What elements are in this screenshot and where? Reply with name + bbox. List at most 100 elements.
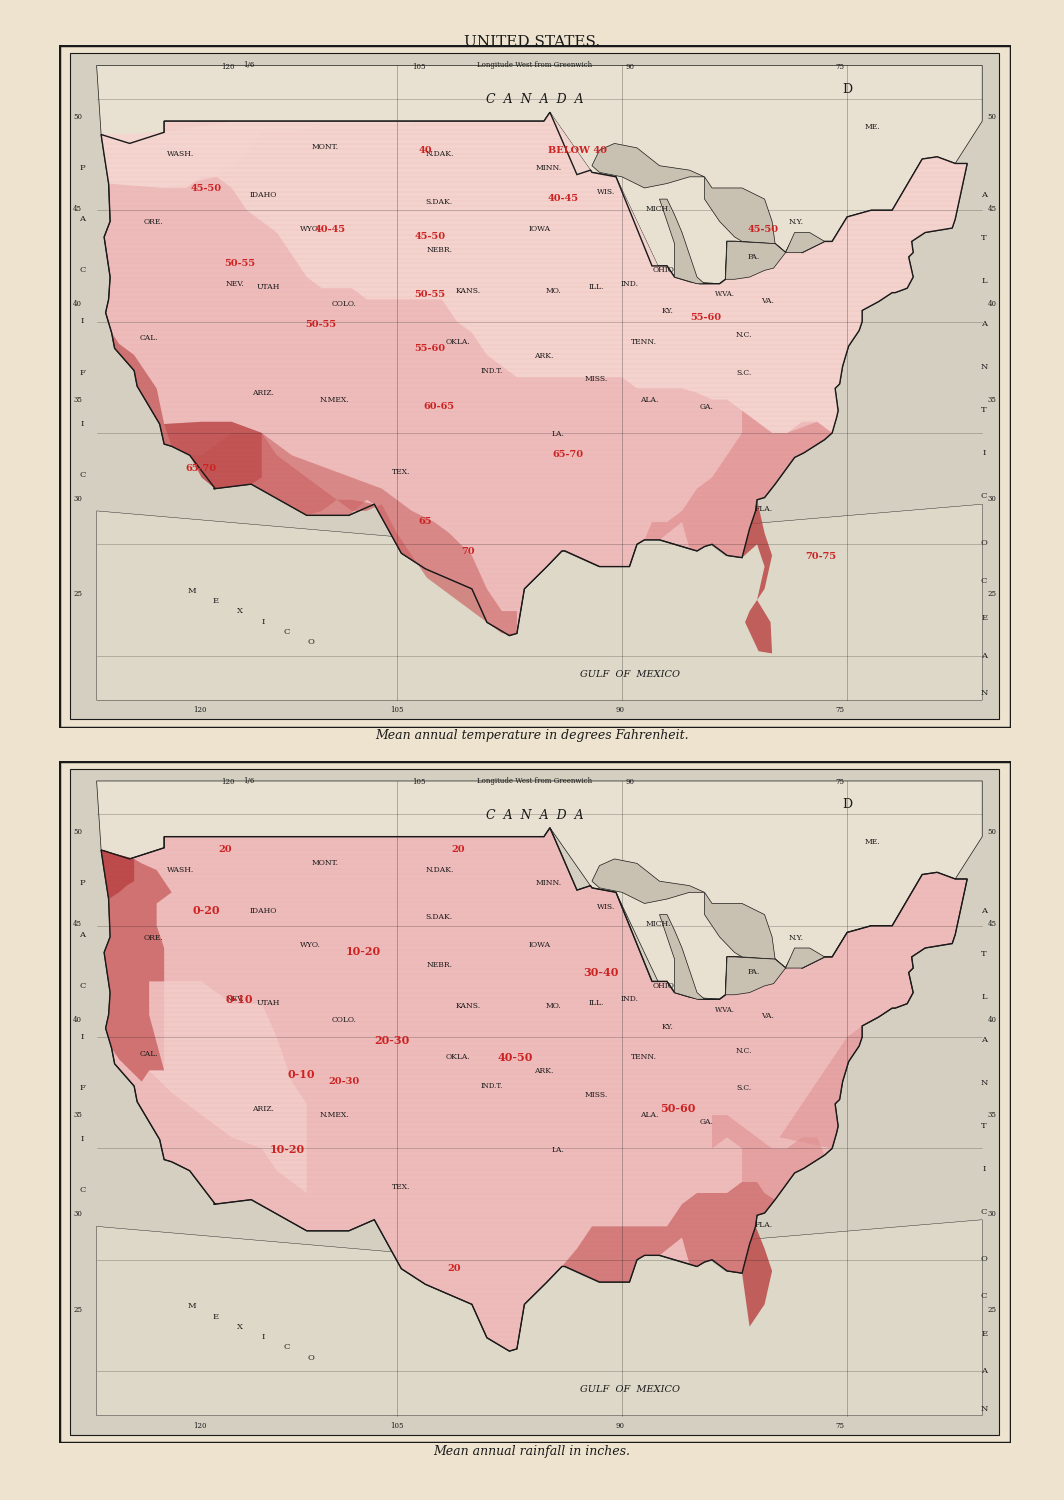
Text: T: T	[981, 1122, 987, 1130]
Text: C: C	[79, 1186, 85, 1194]
Text: PA.: PA.	[748, 252, 760, 261]
Text: 30: 30	[987, 495, 996, 502]
Text: C: C	[981, 1208, 987, 1215]
Text: 0-20: 0-20	[193, 904, 220, 916]
Text: ARK.: ARK.	[534, 1066, 554, 1076]
Text: 50: 50	[987, 112, 996, 120]
Text: WASH.: WASH.	[167, 150, 194, 158]
Text: O: O	[307, 1353, 314, 1362]
Text: ARIZ.: ARIZ.	[252, 388, 275, 398]
Polygon shape	[780, 1026, 862, 1149]
Text: ORE.: ORE.	[144, 219, 164, 226]
Text: 30: 30	[73, 1210, 82, 1218]
Text: 75: 75	[835, 706, 844, 714]
Text: 20-30: 20-30	[375, 1035, 410, 1046]
Text: 60-65: 60-65	[423, 402, 455, 411]
Text: 1/6: 1/6	[244, 62, 254, 69]
Text: 75: 75	[835, 1422, 844, 1430]
Text: TEX.: TEX.	[393, 1184, 411, 1191]
Text: S.C.: S.C.	[736, 1084, 752, 1092]
Polygon shape	[660, 915, 704, 999]
Text: ALA.: ALA.	[639, 1112, 659, 1119]
Text: 0-10: 0-10	[226, 994, 253, 1005]
Text: Mean annual temperature in degrees Fahrenheit.: Mean annual temperature in degrees Fahre…	[376, 729, 688, 741]
Text: 30-40: 30-40	[584, 966, 619, 978]
Text: S.DAK.: S.DAK.	[426, 914, 453, 921]
Text: N.MEX.: N.MEX.	[320, 396, 349, 404]
Text: E: E	[981, 1330, 987, 1338]
Text: ME.: ME.	[865, 839, 881, 846]
Text: N: N	[980, 690, 987, 698]
Text: 30: 30	[987, 1210, 996, 1218]
Text: S.DAK.: S.DAK.	[426, 198, 453, 206]
Text: WYO.: WYO.	[300, 940, 321, 950]
Text: 90: 90	[626, 63, 634, 70]
Text: C: C	[79, 981, 85, 990]
Text: N.Y.: N.Y.	[789, 219, 804, 226]
Text: BELOW 40: BELOW 40	[548, 147, 608, 156]
Text: TEX.: TEX.	[393, 468, 411, 476]
Text: T: T	[981, 234, 987, 242]
Text: C: C	[981, 578, 987, 585]
Text: A: A	[981, 652, 987, 660]
Text: 120: 120	[221, 63, 235, 70]
Text: 65-70: 65-70	[552, 450, 583, 459]
Text: ARIZ.: ARIZ.	[252, 1104, 275, 1113]
Text: T: T	[981, 406, 987, 414]
Text: Longitude West from Greenwich: Longitude West from Greenwich	[477, 777, 593, 784]
Text: M: M	[187, 1302, 196, 1311]
Text: MONT.: MONT.	[312, 859, 338, 867]
Text: IDAHO: IDAHO	[250, 190, 277, 200]
Text: TENN.: TENN.	[631, 338, 658, 346]
Polygon shape	[149, 981, 306, 1192]
Text: 55-60: 55-60	[691, 314, 721, 322]
Text: 50-60: 50-60	[660, 1102, 695, 1114]
Text: 45: 45	[987, 921, 996, 928]
Text: 40: 40	[987, 300, 996, 309]
Text: 25: 25	[987, 1306, 996, 1314]
Text: 105: 105	[412, 63, 426, 70]
Text: A: A	[80, 930, 85, 939]
Text: F: F	[80, 1084, 85, 1092]
Text: E: E	[213, 1312, 219, 1320]
Text: I: I	[982, 1164, 986, 1173]
Text: ME.: ME.	[865, 123, 881, 130]
Text: 20: 20	[451, 844, 465, 853]
Polygon shape	[645, 411, 832, 558]
Polygon shape	[785, 948, 825, 968]
Text: L: L	[981, 278, 987, 285]
Polygon shape	[101, 112, 967, 636]
Text: N: N	[980, 1406, 987, 1413]
Text: N.C.: N.C.	[736, 1047, 752, 1054]
Polygon shape	[726, 957, 785, 994]
Text: E: E	[213, 597, 219, 604]
Text: 70-75: 70-75	[804, 552, 836, 561]
Text: F: F	[80, 369, 85, 376]
Text: ILL.: ILL.	[588, 284, 604, 291]
Polygon shape	[704, 177, 775, 243]
Text: Longitude West from Greenwich: Longitude West from Greenwich	[477, 62, 593, 69]
Text: 50-55: 50-55	[223, 260, 255, 268]
Polygon shape	[164, 422, 517, 636]
Text: 40-50: 40-50	[498, 1052, 533, 1064]
Text: N.DAK.: N.DAK.	[426, 150, 453, 158]
Text: NEBR.: NEBR.	[427, 246, 452, 254]
Text: P: P	[80, 879, 85, 888]
Text: WIS.: WIS.	[597, 903, 615, 910]
Text: IND.: IND.	[621, 996, 638, 1004]
Text: 10-20: 10-20	[269, 1144, 304, 1155]
Polygon shape	[97, 66, 982, 284]
Text: 105: 105	[412, 778, 426, 786]
Polygon shape	[592, 859, 704, 903]
Text: UTAH: UTAH	[256, 284, 280, 291]
Text: A: A	[981, 320, 987, 328]
Text: C: C	[981, 492, 987, 500]
Text: 35: 35	[987, 1112, 996, 1119]
Polygon shape	[726, 242, 785, 279]
Text: WIS.: WIS.	[597, 188, 615, 195]
Text: ARK.: ARK.	[534, 351, 554, 360]
Polygon shape	[712, 1114, 825, 1200]
Text: S.C.: S.C.	[736, 369, 752, 376]
Polygon shape	[97, 1220, 982, 1416]
Text: UNITED STATES.: UNITED STATES.	[464, 34, 600, 48]
